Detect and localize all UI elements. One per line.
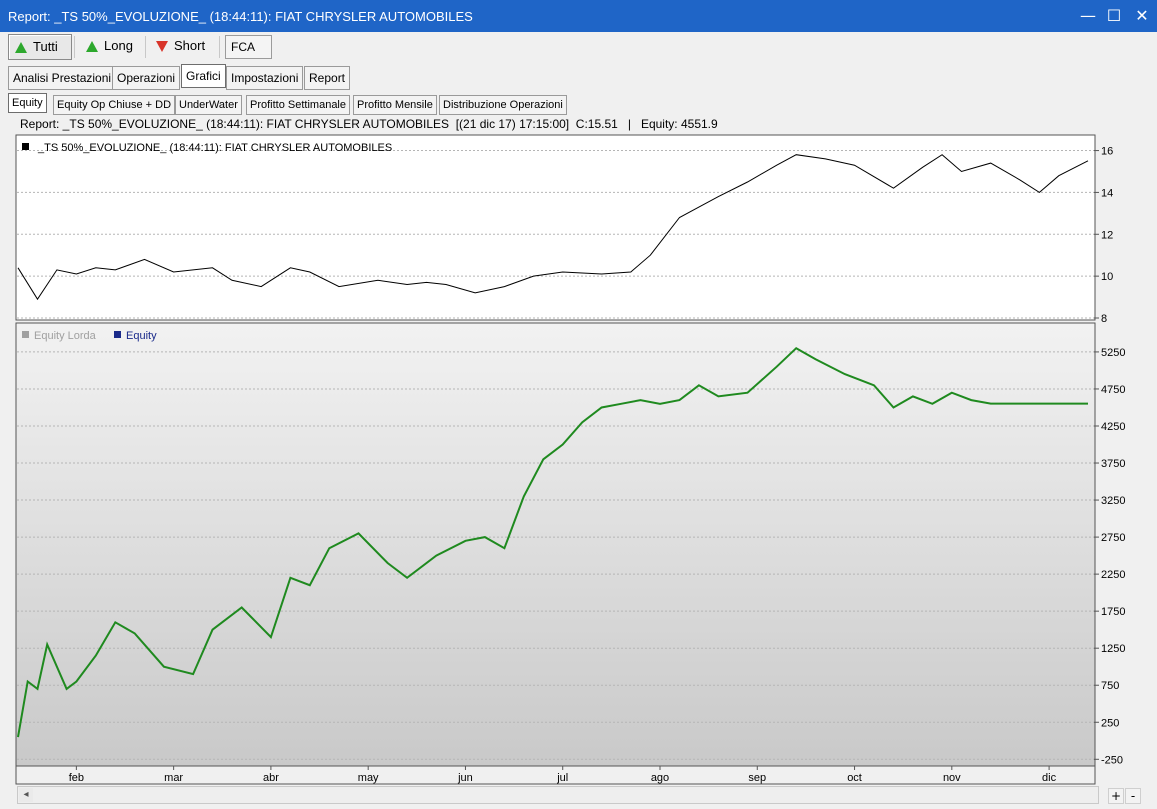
price-chart-background	[15, 134, 1096, 321]
price-legend-marker	[22, 143, 29, 150]
time-axis: feb mar abr may jun jul ago sep oct nov dic	[15, 765, 1096, 785]
legend-marker	[22, 331, 29, 338]
price-ytick-label: 10	[1101, 271, 1113, 283]
all-trades-label: Tutti	[33, 39, 58, 54]
equity-ytick-label: 1750	[1101, 606, 1125, 618]
equity-ytick-label: 750	[1101, 680, 1119, 692]
symbol-field[interactable]: FCA	[225, 35, 272, 59]
zoom-out-button[interactable]: -	[1125, 788, 1141, 804]
price-chart-panel: 8 10 12 14 16 _TS 50%_EVOLUZIONE_ (18:44:11)…	[15, 134, 1113, 325]
equity-ytick-label: 250	[1101, 717, 1119, 729]
time-axis-label: sep	[748, 772, 766, 784]
equity-ytick-label: -250	[1101, 754, 1123, 766]
time-axis-label: mar	[164, 772, 183, 784]
window-titlebar: Report: _TS 50%_EVOLUZIONE_ (18:44:11): …	[0, 0, 1157, 32]
short-label: Short	[174, 38, 206, 53]
all-trades-button[interactable]: Tutti	[8, 34, 72, 60]
legend-label: Equity	[126, 330, 157, 342]
equity-ytick-label: 1250	[1101, 643, 1125, 655]
legend-label: Equity Lorda	[34, 330, 97, 342]
price-ytick-label: 14	[1101, 187, 1113, 199]
equity-ytick-label: 3750	[1101, 458, 1125, 470]
toolbar-divider	[145, 36, 146, 58]
tab-profitto-settimanale[interactable]: Profitto Settimanale	[246, 95, 350, 115]
price-ytick-label: 12	[1101, 229, 1113, 241]
long-arrow-icon	[86, 41, 98, 53]
long-label: Long	[104, 38, 133, 53]
time-axis-label: ago	[651, 772, 669, 784]
equity-ytick-label: 2250	[1101, 569, 1125, 581]
time-axis-background	[15, 765, 1096, 785]
report-info-line: Report: _TS 50%_EVOLUZIONE_ (18:44:11): …	[20, 117, 718, 131]
legend-marker	[114, 331, 121, 338]
tab-grafici[interactable]: Grafici	[181, 64, 226, 88]
tab-equity[interactable]: Equity	[8, 93, 47, 113]
equity-series-line	[17, 346, 1088, 738]
toolbar-divider	[74, 36, 75, 58]
horizontal-scrollbar[interactable]: ◂	[17, 786, 1099, 804]
time-axis-label: abr	[263, 772, 279, 784]
time-axis-label: may	[358, 772, 379, 784]
equity-ytick-label: 4750	[1101, 384, 1125, 396]
price-legend-text: _TS 50%_EVOLUZIONE_ (18:44:11): FIAT CHR…	[37, 142, 392, 154]
tab-distribuzione-operazioni[interactable]: Distribuzione Operazioni	[439, 95, 567, 115]
long-button[interactable]: Long	[80, 34, 140, 58]
tab-operazioni[interactable]: Operazioni	[112, 66, 181, 90]
window-title: Report: _TS 50%_EVOLUZIONE_ (18:44:11): …	[8, 9, 473, 24]
price-ytick-label: 16	[1101, 146, 1113, 158]
equity-chart-panel: -250 250 750 1250 1750 2250 2750 3250 3750 4250 47…	[15, 322, 1125, 767]
tab-profitto-mensile[interactable]: Profitto Mensile	[353, 95, 437, 115]
tab-underwater[interactable]: UnderWater	[175, 95, 242, 115]
equity-ytick-label: 4250	[1101, 421, 1125, 433]
equity-ytick-label: 5250	[1101, 347, 1125, 359]
equity-ytick-label: 2750	[1101, 532, 1125, 544]
time-axis-label: nov	[943, 772, 961, 784]
tab-impostazioni[interactable]: Impostazioni	[226, 66, 304, 90]
time-axis-label: jun	[457, 772, 473, 784]
time-axis-label: jul	[556, 772, 568, 784]
short-button[interactable]: Short	[150, 34, 214, 58]
time-axis-label: feb	[69, 772, 84, 784]
close-button[interactable]: ✕	[1135, 6, 1149, 25]
all-trades-icon	[15, 42, 27, 54]
toolbar-divider	[219, 36, 220, 58]
scroll-left-button[interactable]: ◂	[19, 788, 33, 802]
price-series-line	[17, 154, 1089, 301]
short-arrow-icon	[156, 41, 168, 53]
zoom-in-button[interactable]: +	[1108, 788, 1124, 804]
time-axis-label: dic	[1042, 772, 1057, 784]
tab-analisi-prestazioni[interactable]: Analisi Prestazioni	[8, 66, 117, 90]
price-ytick-label: 8	[1101, 313, 1107, 325]
maximize-button[interactable]: ☐	[1106, 6, 1122, 25]
equity-ytick-label: 3250	[1101, 495, 1125, 507]
toolbar: Tutti Long Short FCA	[0, 32, 1157, 62]
tab-equity-op-chiuse-dd[interactable]: Equity Op Chiuse + DD	[53, 95, 176, 115]
tab-report[interactable]: Report	[304, 66, 351, 90]
time-axis-label: oct	[847, 772, 862, 784]
minimize-button[interactable]: —	[1080, 6, 1096, 25]
